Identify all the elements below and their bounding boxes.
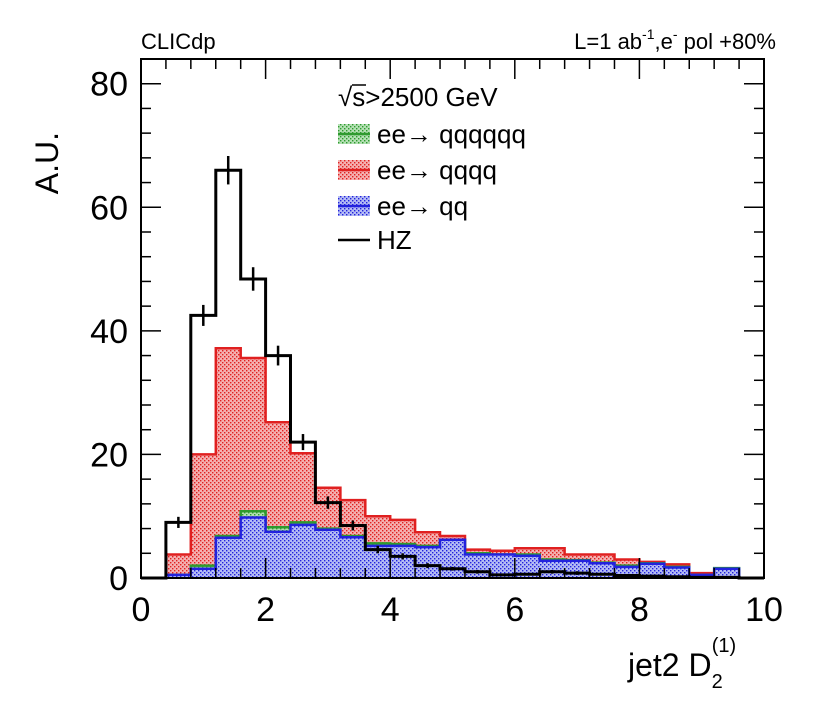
x-tick-label: 0 (132, 591, 151, 629)
pol-exponent: - (673, 26, 678, 42)
legend-header: √s>2500 GeV (338, 82, 498, 112)
x-tick-label: 10 (745, 591, 783, 629)
legend-label-qq: ee→ qq (377, 191, 468, 221)
y-tick-label: 40 (90, 313, 128, 351)
bar-stack_bottom (465, 555, 490, 578)
bar-stack_bottom (241, 517, 266, 578)
axis-ticks (140, 58, 765, 579)
y-tick-label: 80 (90, 66, 128, 104)
legend-label-qqqq: ee→ qqqq (377, 155, 497, 185)
bar-stack_bottom (191, 569, 216, 578)
bar-stack_bottom (390, 546, 415, 578)
x-tick-label: 8 (630, 591, 649, 629)
x-axis-title: jet2 D2 (1) (627, 635, 736, 693)
legend-label-hz: HZ (377, 225, 412, 255)
x-tick-label: 4 (381, 591, 400, 629)
bar-stack_bottom (565, 561, 590, 578)
x-tick-label: 2 (256, 591, 275, 629)
tick-labels: 0 2 4 6 8 10 0 20 40 60 80 (90, 66, 783, 629)
x-axis-title-sub: 2 (712, 671, 723, 693)
plot-frame (140, 58, 765, 579)
area-stack_top (141, 348, 764, 578)
bar-stack_bottom (315, 530, 340, 578)
y-tick-label: 20 (90, 436, 128, 474)
x-tick-label: 6 (505, 591, 524, 629)
legend-header-text: s>2500 GeV (352, 82, 498, 112)
area-stack_bottom (141, 517, 764, 578)
bar-stack_bottom (440, 540, 465, 578)
series-ee-qq (141, 516, 764, 580)
pol-suffix: pol +80% (678, 29, 776, 54)
bar-stack_top (191, 454, 216, 578)
bar-stack_bottom (415, 547, 440, 578)
x-axis-title-main: jet2 D (627, 647, 712, 683)
legend: √s>2500 GeV ee→ qqqqqq ee→ qqqq ee→ qq H… (338, 82, 526, 255)
bar-stack_bottom (266, 532, 291, 578)
bar-stack_bottom (291, 525, 316, 578)
bar-stack_bottom (340, 537, 365, 578)
outline-stack_bottom (141, 516, 764, 580)
x-axis-title-sup: (1) (712, 635, 736, 657)
lumi-exponent: -1 (642, 26, 655, 42)
y-axis-title: A.U. (29, 132, 65, 194)
luminosity-label: L=1 ab-1,e- pol +80% (574, 26, 776, 54)
bar-stack_bottom (216, 538, 241, 578)
y-tick-label: 0 (109, 560, 128, 598)
legend-label-qqqqqq: ee→ qqqqqq (377, 119, 526, 149)
experiment-label: CLICdp (141, 29, 216, 54)
lumi-prefix: L=1 ab (574, 29, 642, 54)
sqrt-symbol: √ (338, 82, 353, 112)
bar-stack_bottom (540, 561, 565, 578)
y-tick-label: 60 (90, 189, 128, 227)
lumi-mid: ,e (655, 29, 673, 54)
